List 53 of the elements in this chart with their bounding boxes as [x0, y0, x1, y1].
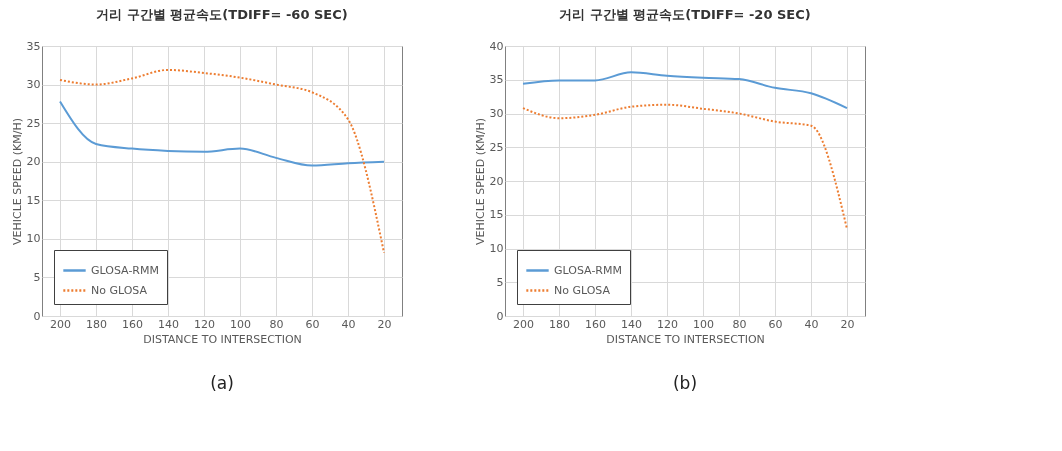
legend-label: GLOSA-RMM — [91, 263, 159, 277]
text: (b) — [672, 373, 698, 393]
x-tick-label: 200 — [50, 317, 71, 331]
y-tick-label: 35 — [489, 73, 504, 87]
y-tick-label: 5 — [496, 275, 504, 289]
x-tick-label: 40 — [804, 317, 819, 331]
y-tick-label: 20 — [489, 174, 504, 188]
y-tick-label: 30 — [26, 78, 41, 92]
line-series — [59, 68, 385, 254]
y-tick-label: 15 — [489, 208, 504, 222]
x-tick-label: 100 — [693, 317, 714, 331]
y-tick-label: 0 — [33, 309, 41, 323]
y-tick-label: 20 — [26, 155, 41, 169]
line-series — [59, 100, 385, 167]
x-tick-label: 180 — [549, 317, 570, 331]
x-tick-label: 140 — [621, 317, 642, 331]
x-tick-label: 140 — [158, 317, 179, 331]
chart-title: 거리 구간별 평균속도(TDIFF= -60 SEC) — [96, 7, 348, 22]
x-tick-label: 200 — [513, 317, 534, 331]
y-tick-label: 25 — [26, 116, 41, 130]
x-tick-label: 60 — [305, 317, 320, 331]
x-tick-label: 180 — [86, 317, 107, 331]
x-tick-label: 80 — [732, 317, 747, 331]
x-tick-label: 80 — [269, 317, 284, 331]
legend-label: GLOSA-RMM — [554, 263, 622, 277]
y-tick-label: 5 — [33, 270, 41, 284]
y-tick-label: 10 — [26, 232, 41, 246]
y-axis-title: VEHICLE SPEED (KM/H) — [10, 118, 24, 245]
y-tick-label: 0 — [496, 309, 504, 323]
y-tick-label: 15 — [26, 193, 41, 207]
x-tick-label: 60 — [768, 317, 783, 331]
chart-title: 거리 구간별 평균속도(TDIFF= -20 SEC) — [559, 7, 811, 22]
legend-label: No GLOSA — [554, 283, 611, 297]
x-tick-label: 160 — [585, 317, 606, 331]
line-series — [522, 103, 848, 230]
x-tick-label: 160 — [122, 317, 143, 331]
line-series — [522, 71, 848, 110]
x-axis-title: DISTANCE TO INTERSECTION — [606, 332, 765, 346]
y-tick-label: 30 — [489, 107, 504, 120]
x-tick-label: 20 — [840, 317, 855, 331]
x-tick-label: 120 — [657, 317, 678, 331]
x-tick-label: 120 — [194, 317, 215, 331]
text: (a) — [210, 373, 234, 393]
y-tick-label: 40 — [489, 39, 504, 53]
y-tick-label: 10 — [489, 242, 504, 255]
x-axis-title: DISTANCE TO INTERSECTION — [143, 332, 302, 346]
x-tick-label: 20 — [377, 317, 392, 331]
legend-label: No GLOSA — [91, 283, 148, 297]
x-tick-label: 100 — [230, 317, 251, 331]
y-tick-label: 25 — [489, 140, 504, 154]
y-tick-label: 35 — [26, 39, 41, 53]
y-axis-title: VEHICLE SPEED (KM/H) — [473, 118, 487, 245]
x-tick-label: 40 — [341, 317, 356, 331]
